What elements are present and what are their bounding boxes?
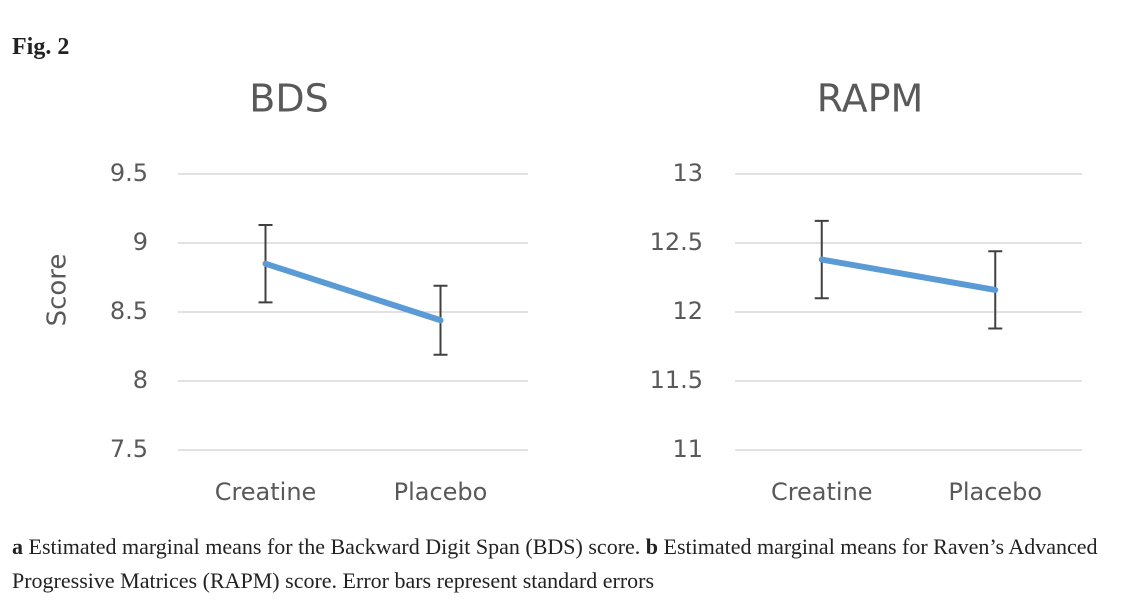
y-axis-label: Score <box>43 254 73 327</box>
y-tick-label: 11 <box>672 435 703 463</box>
y-tick-label: 11.5 <box>650 366 703 394</box>
caption-text: Estimated marginal means for the Backwar… <box>28 534 641 559</box>
y-tick-label: 8 <box>133 366 148 394</box>
chart-title: BDS <box>249 77 328 121</box>
data-line <box>262 260 444 324</box>
caption: a Estimated marginal means for the Backw… <box>12 530 1112 598</box>
x-tick-label: Creatine <box>771 478 873 506</box>
chart-title: RAPM <box>817 77 924 121</box>
data-line <box>818 256 999 293</box>
y-tick-label: 13 <box>672 159 703 187</box>
x-tick-label: Placebo <box>948 478 1042 506</box>
y-tick-label: 9.5 <box>110 159 148 187</box>
figure-title: Fig. 2 <box>12 34 70 60</box>
y-tick-label: 12.5 <box>650 228 703 256</box>
y-tick-label: 7.5 <box>110 435 148 463</box>
figure: BDS Score 7.5 8 8.5 9 9.5 Creatine Placebo RAPM 11… <box>43 77 1082 506</box>
caption-text: Estimated marginal means for Raven’s Adv… <box>12 534 1098 593</box>
caption-label: b <box>645 534 659 559</box>
y-tick-label: 8.5 <box>110 297 148 325</box>
y-tick-label: 9 <box>133 228 148 256</box>
caption-label: a <box>12 534 23 559</box>
x-tick-label: Creatine <box>215 478 317 506</box>
y-tick-label: 12 <box>672 297 703 325</box>
x-tick-label: Placebo <box>394 478 488 506</box>
